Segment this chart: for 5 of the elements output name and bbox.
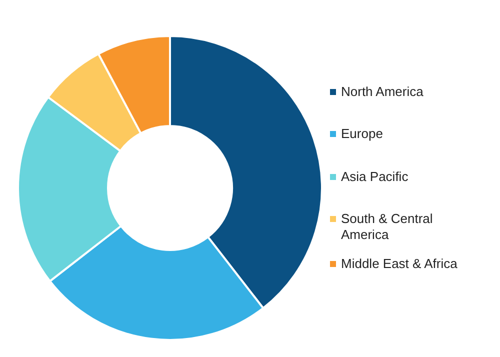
legend-label: Asia Pacific xyxy=(341,169,409,184)
legend-label: Europe xyxy=(341,126,383,141)
legend-label: North America xyxy=(341,84,424,99)
legend-label: South & Central America xyxy=(341,211,433,242)
legend-label: Middle East & Africa xyxy=(341,256,458,271)
